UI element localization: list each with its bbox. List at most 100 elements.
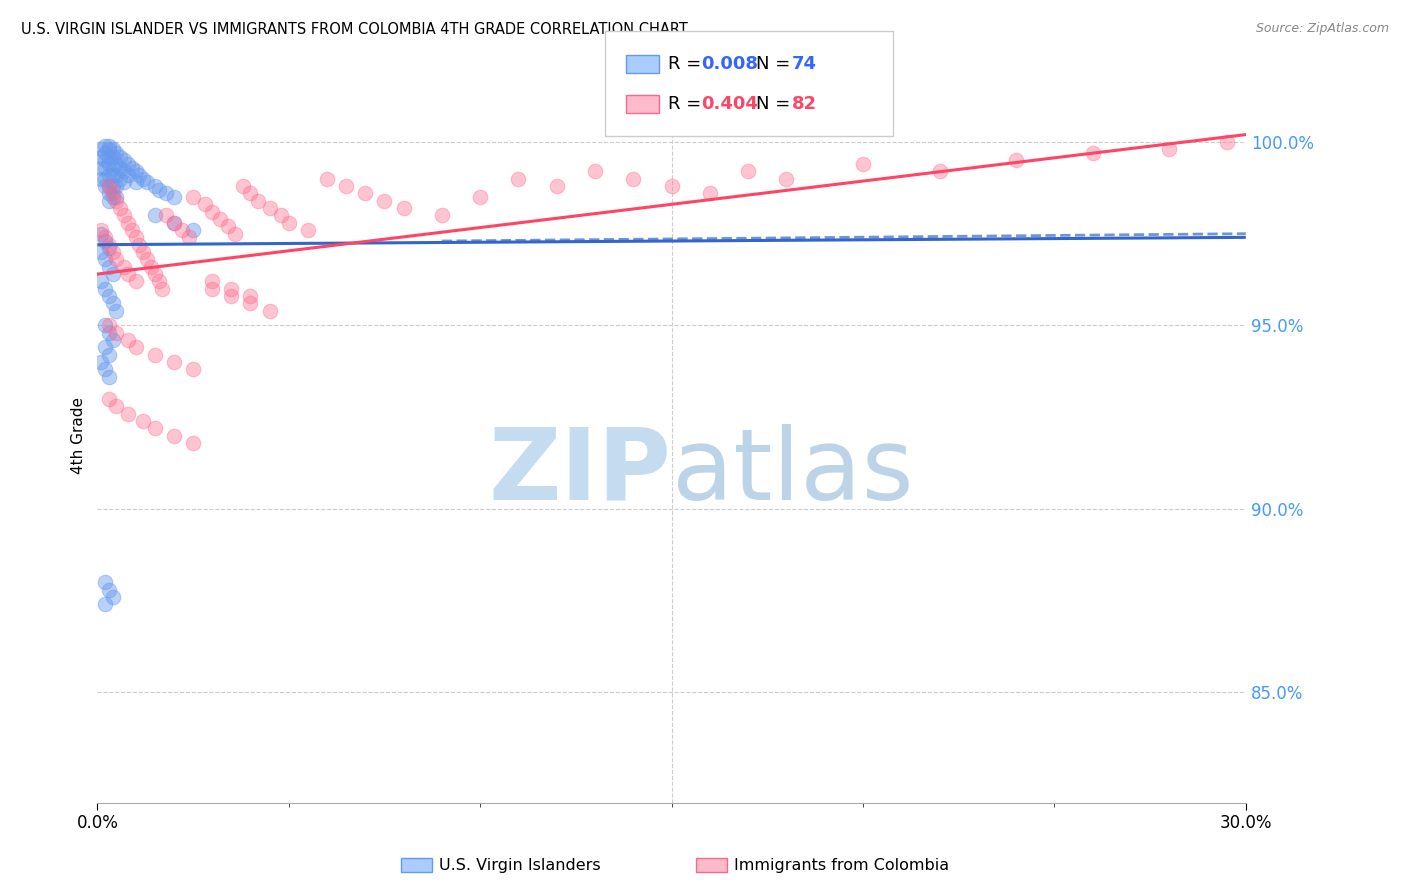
Point <box>201 274 224 288</box>
Point <box>163 216 186 230</box>
Point <box>181 362 204 376</box>
Text: R =: R = <box>668 95 707 113</box>
Point <box>208 212 231 227</box>
Point <box>101 267 124 281</box>
Point <box>105 252 128 267</box>
Text: N =: N = <box>756 55 796 73</box>
Point <box>852 157 875 171</box>
Point <box>143 178 166 193</box>
Point <box>392 201 415 215</box>
Point <box>239 296 262 310</box>
Point <box>112 153 135 168</box>
Text: U.S. VIRGIN ISLANDER VS IMMIGRANTS FROM COLOMBIA 4TH GRADE CORRELATION CHART: U.S. VIRGIN ISLANDER VS IMMIGRANTS FROM … <box>21 22 688 37</box>
Point <box>94 138 117 153</box>
Point <box>101 333 124 347</box>
Point <box>97 186 120 201</box>
Point <box>239 186 262 201</box>
Point <box>121 223 143 237</box>
Point <box>143 208 166 222</box>
Point <box>112 260 135 274</box>
Point <box>143 267 166 281</box>
Point <box>105 145 128 160</box>
Point <box>699 186 721 201</box>
Point <box>128 237 150 252</box>
Point <box>97 289 120 303</box>
Point <box>546 178 568 193</box>
Point <box>94 252 117 267</box>
Point <box>124 164 146 178</box>
Point <box>101 161 124 175</box>
Text: 82: 82 <box>792 95 817 113</box>
Point <box>277 216 299 230</box>
Point <box>101 190 124 204</box>
Point <box>136 252 159 267</box>
Point <box>136 175 159 189</box>
Text: ZIP: ZIP <box>489 424 672 521</box>
Point <box>181 223 204 237</box>
Point <box>101 296 124 310</box>
Point <box>1159 142 1181 156</box>
Point <box>101 150 124 164</box>
Point <box>221 289 243 303</box>
Point <box>1005 153 1028 168</box>
Point <box>94 318 117 333</box>
Point <box>90 150 112 164</box>
Point <box>101 142 124 156</box>
Point <box>181 190 204 204</box>
Point <box>110 161 132 175</box>
Point <box>155 186 177 201</box>
Point <box>97 241 120 255</box>
Point <box>97 142 120 156</box>
Point <box>94 161 117 175</box>
Point <box>94 282 117 296</box>
Point <box>128 168 150 182</box>
Point <box>148 274 170 288</box>
Point <box>221 282 243 296</box>
Point <box>117 333 139 347</box>
Point <box>94 362 117 376</box>
Point <box>1215 135 1237 149</box>
Y-axis label: 4th Grade: 4th Grade <box>72 397 86 474</box>
Point <box>583 164 606 178</box>
Point <box>224 227 246 241</box>
Point <box>928 164 950 178</box>
Point <box>97 194 120 208</box>
Point <box>105 168 128 182</box>
Text: N =: N = <box>756 95 796 113</box>
Point <box>354 186 377 201</box>
Point <box>101 168 124 182</box>
Point <box>94 598 117 612</box>
Point <box>117 407 139 421</box>
Point <box>94 230 117 244</box>
Point <box>90 171 112 186</box>
Point <box>101 590 124 604</box>
Point <box>117 168 139 182</box>
Point <box>94 145 117 160</box>
Point <box>97 326 120 340</box>
Point <box>621 171 644 186</box>
Point <box>110 171 132 186</box>
Point <box>112 175 135 189</box>
Point <box>105 178 128 193</box>
Point <box>97 237 120 252</box>
Text: atlas: atlas <box>672 424 914 521</box>
Point <box>270 208 292 222</box>
Point <box>94 178 117 193</box>
Point <box>94 234 117 248</box>
Point <box>97 348 120 362</box>
Point <box>170 223 193 237</box>
Point <box>112 164 135 178</box>
Point <box>132 414 155 428</box>
Point <box>94 341 117 355</box>
Point <box>105 190 128 204</box>
Point <box>97 150 120 164</box>
Point <box>105 194 128 208</box>
Point <box>152 282 174 296</box>
Point <box>124 175 146 189</box>
Point <box>105 399 128 413</box>
Point <box>163 355 186 369</box>
Text: 74: 74 <box>792 55 817 73</box>
Point <box>97 157 120 171</box>
Point <box>90 274 112 288</box>
Point <box>110 150 132 164</box>
